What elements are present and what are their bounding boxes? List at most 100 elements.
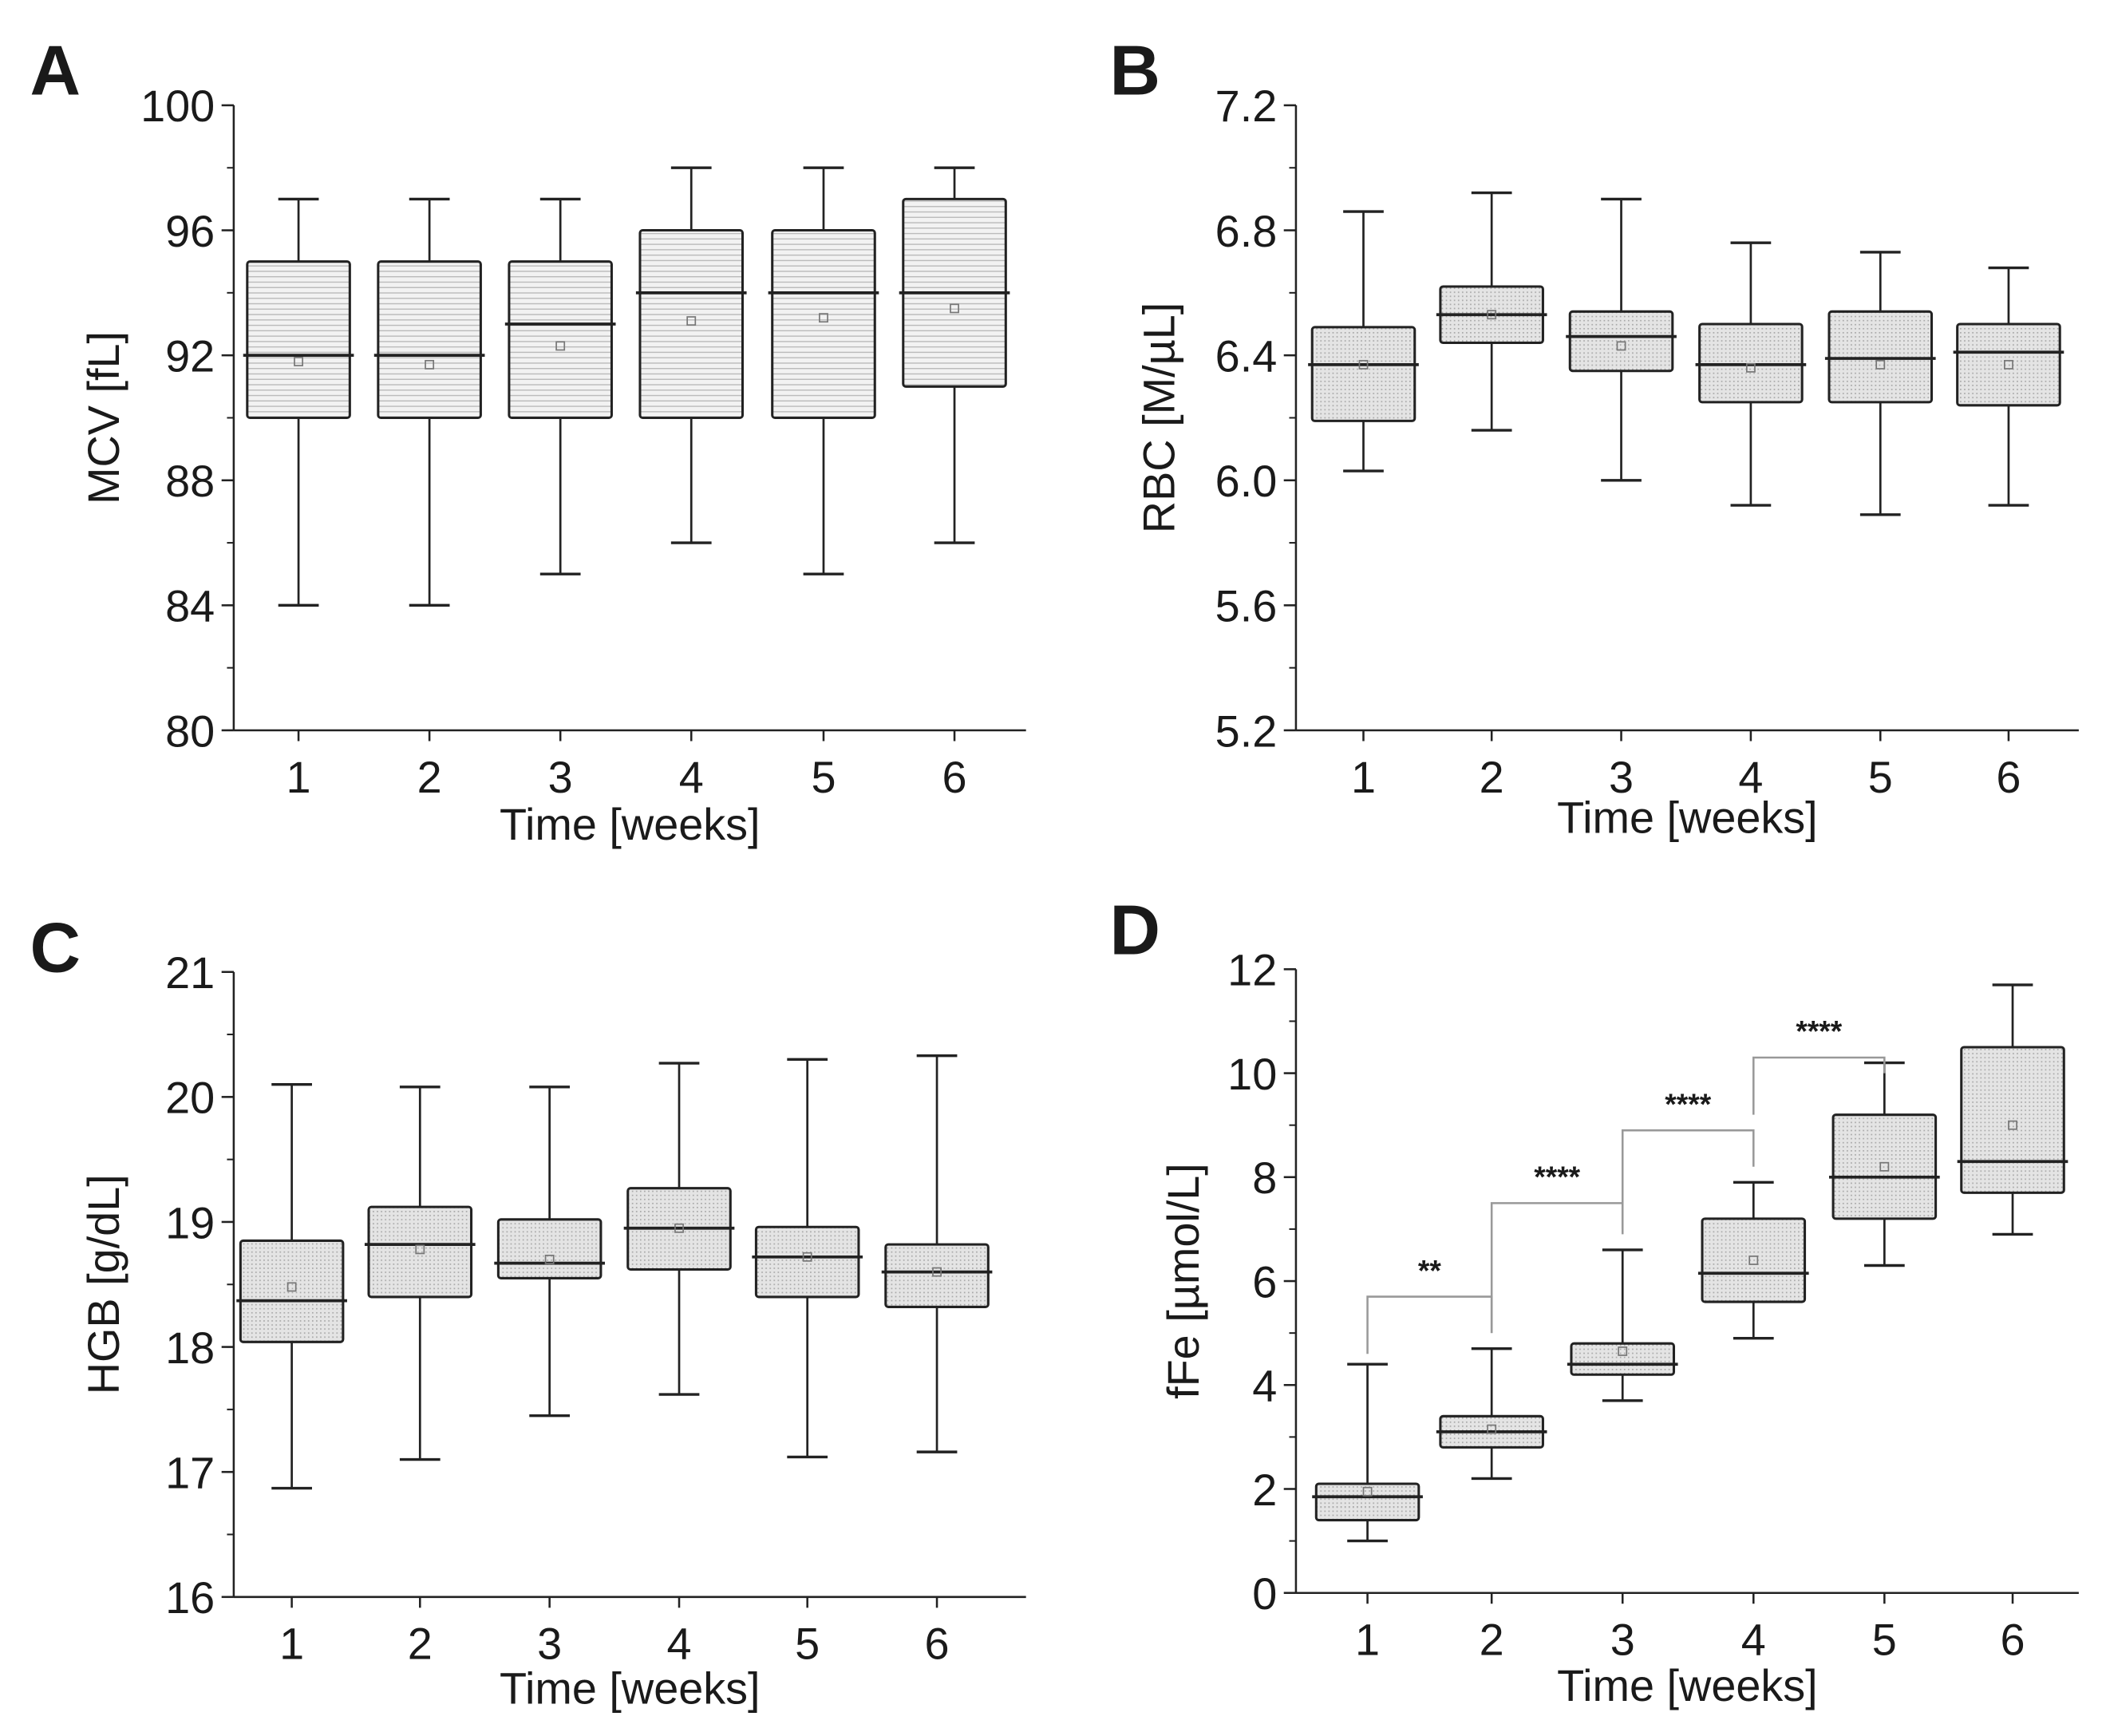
x-axis-label: Time [weeks] xyxy=(500,1663,761,1713)
y-tick-label: 10 xyxy=(1227,1049,1277,1099)
iqr-box xyxy=(1310,326,1417,422)
box-week-6 xyxy=(899,166,1010,544)
box-week-2 xyxy=(1436,1346,1547,1481)
box-week-4 xyxy=(623,1062,735,1396)
mean-marker xyxy=(1745,362,1756,373)
mean-marker xyxy=(1487,1424,1497,1434)
x-tick-label: 5 xyxy=(811,752,836,802)
mean-marker xyxy=(2004,359,2013,370)
y-tick-label: 6 xyxy=(1252,1256,1277,1307)
mean-marker xyxy=(1616,341,1626,351)
mean-marker xyxy=(932,1267,942,1277)
y-tick-label: 18 xyxy=(165,1323,215,1373)
x-tick-label: 4 xyxy=(666,1619,691,1669)
mean-marker xyxy=(686,316,697,326)
y-tick-label: 0 xyxy=(1252,1568,1277,1619)
x-tick-label: 4 xyxy=(1738,752,1763,802)
box-week-2 xyxy=(373,197,485,607)
y-tick-label: 80 xyxy=(165,706,215,756)
box-week-3 xyxy=(504,197,616,575)
x-tick-label: 3 xyxy=(537,1619,562,1669)
significance-bracket xyxy=(1752,1056,1886,1115)
box-week-5 xyxy=(1824,251,1936,516)
y-axis-label: HGB [g/dL] xyxy=(78,1174,128,1394)
mean-marker xyxy=(950,303,959,314)
mean-marker xyxy=(1875,359,1886,370)
box-week-6 xyxy=(881,1054,993,1453)
mean-marker xyxy=(555,341,566,351)
y-tick-label: 100 xyxy=(140,81,215,131)
mean-marker xyxy=(674,1223,684,1233)
box-week-3 xyxy=(1567,1248,1678,1402)
x-tick-label: 1 xyxy=(286,752,311,802)
x-tick-label: 2 xyxy=(1480,1615,1504,1665)
panel-b: B 5.2 5.6 6.0 6.4 6.8 7.2 RBC [M/µL] Time [weeks… xyxy=(1110,30,2079,843)
x-tick-label: 2 xyxy=(1480,752,1504,802)
mean-marker xyxy=(286,1282,297,1292)
box-week-5 xyxy=(1828,1061,1940,1267)
panel-label: C xyxy=(30,908,81,987)
x-tick-label: 3 xyxy=(1610,1615,1635,1665)
significance-label: ** xyxy=(1418,1253,1441,1287)
x-tick-label: 5 xyxy=(1872,1615,1897,1665)
x-tick-label: 6 xyxy=(1996,752,2021,802)
y-tick-label: 21 xyxy=(165,947,215,998)
iqr-box xyxy=(1314,1482,1420,1522)
x-tick-label: 1 xyxy=(1351,752,1376,802)
y-tick-label: 4 xyxy=(1252,1361,1277,1411)
y-tick-label: 96 xyxy=(165,206,215,256)
y-tick-label: 8 xyxy=(1252,1153,1277,1203)
box-week-1 xyxy=(1312,1362,1423,1543)
box-week-5 xyxy=(752,1058,863,1459)
box-week-6 xyxy=(1957,983,2068,1236)
x-tick-label: 4 xyxy=(679,752,704,802)
mean-marker xyxy=(1362,1486,1373,1497)
y-tick-label: 92 xyxy=(165,330,215,381)
y-tick-label: 5.6 xyxy=(1215,581,1278,631)
box-week-1 xyxy=(243,197,354,607)
iqr-box xyxy=(1827,310,1934,404)
iqr-box xyxy=(638,229,745,419)
y-tick-label: 2 xyxy=(1252,1465,1277,1515)
significance-label: **** xyxy=(1665,1087,1711,1121)
x-tick-label: 1 xyxy=(1355,1615,1380,1665)
significance-bracket xyxy=(1366,1295,1493,1354)
significance-bracket xyxy=(1490,1202,1624,1334)
y-tick-label: 20 xyxy=(165,1073,215,1123)
x-tick-label: 2 xyxy=(408,1619,433,1669)
mean-marker xyxy=(294,357,303,366)
iqr-box xyxy=(496,1218,603,1279)
mean-marker xyxy=(1879,1161,1890,1172)
y-tick-label: 6.8 xyxy=(1215,206,1278,256)
significance-label: **** xyxy=(1796,1014,1842,1048)
box-week-4 xyxy=(635,166,747,544)
iqr-box xyxy=(754,1225,860,1299)
box-week-1 xyxy=(236,1082,347,1490)
mean-marker xyxy=(544,1255,555,1264)
y-tick-label: 5.2 xyxy=(1215,706,1278,756)
y-tick-label: 17 xyxy=(165,1447,215,1497)
y-tick-label: 84 xyxy=(165,581,215,631)
box-week-3 xyxy=(1566,197,1677,482)
x-tick-label: 3 xyxy=(548,752,573,802)
x-tick-label: 5 xyxy=(1868,752,1893,802)
y-tick-label: 88 xyxy=(165,456,215,506)
x-tick-label: 6 xyxy=(925,1619,950,1669)
panel-label: A xyxy=(30,30,81,109)
box-week-2 xyxy=(364,1085,476,1461)
y-tick-label: 7.2 xyxy=(1215,81,1278,131)
mean-marker xyxy=(415,1244,425,1255)
x-tick-label: 4 xyxy=(1741,1615,1766,1665)
iqr-box xyxy=(1956,322,2061,407)
panel-a: A 80 84 88 92 96 100 MCV [fL] Time [weeks] 1 2 3 4 5 6 xyxy=(30,30,1026,849)
panel-c: C 16 17 18 19 20 21 HGB [g/dL] Time [weeks] 1 2 3 4 5… xyxy=(30,908,1026,1713)
y-axis-label: RBC [M/µL] xyxy=(1134,303,1184,533)
x-tick-label: 3 xyxy=(1609,752,1634,802)
mean-marker xyxy=(819,313,828,323)
mean-marker xyxy=(1748,1256,1759,1265)
box-week-1 xyxy=(1308,210,1419,473)
iqr-box xyxy=(367,1205,473,1299)
iqr-box xyxy=(246,260,351,419)
